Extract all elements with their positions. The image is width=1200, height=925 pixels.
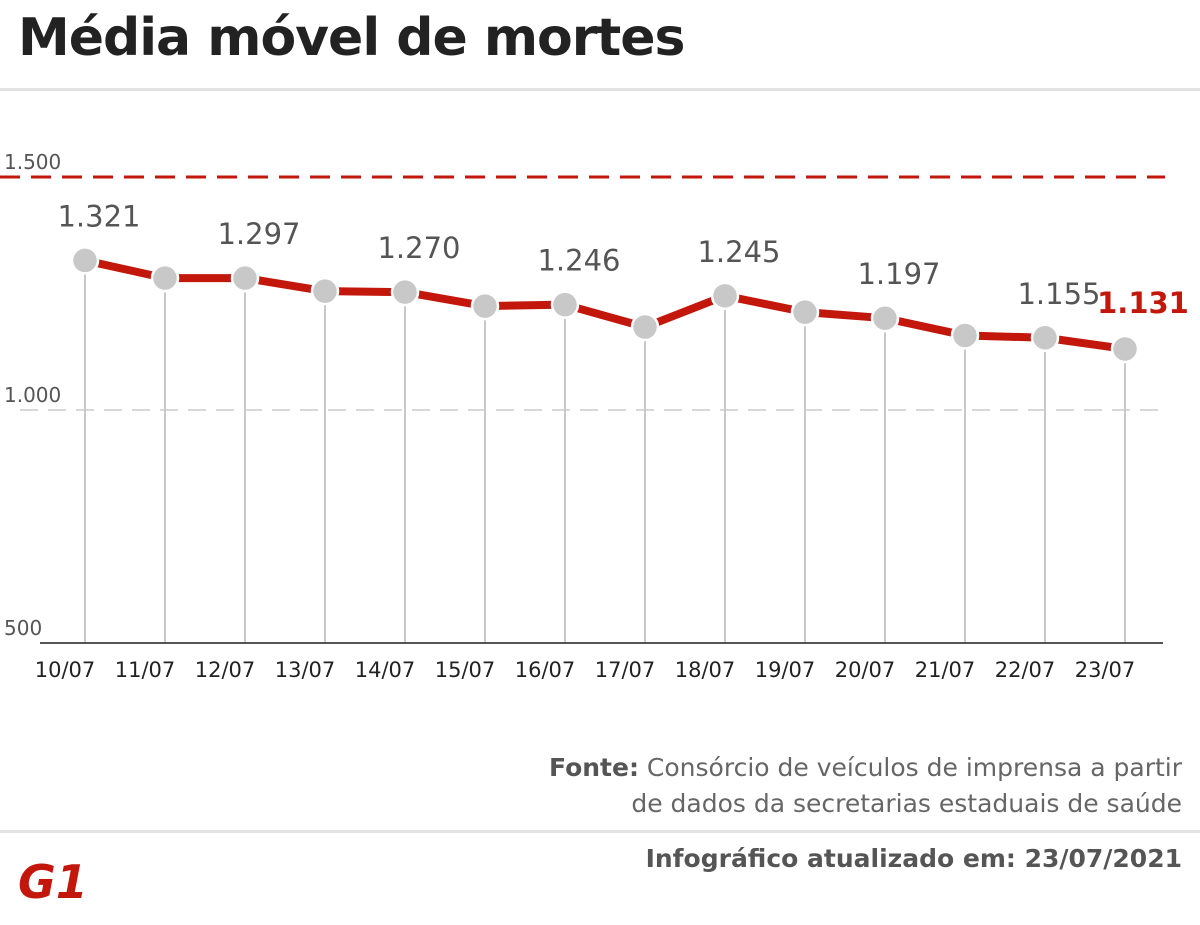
source-note: Fonte: Consórcio de veículos de imprensa… bbox=[549, 750, 1182, 822]
x-tick-label: 22/07 bbox=[995, 658, 1056, 682]
x-tick-label: 10/07 bbox=[35, 658, 96, 682]
data-point bbox=[710, 281, 740, 311]
data-label: 1.270 bbox=[377, 231, 460, 265]
data-point bbox=[630, 312, 660, 342]
data-point bbox=[310, 276, 340, 306]
data-point bbox=[870, 303, 900, 333]
bottom-divider bbox=[0, 830, 1200, 833]
x-tick-label: 13/07 bbox=[275, 658, 336, 682]
data-label: 1.297 bbox=[217, 217, 300, 251]
source-line-1: Consórcio de veículos de imprensa a part… bbox=[646, 753, 1182, 782]
data-label: 1.246 bbox=[537, 244, 620, 278]
data-point bbox=[950, 321, 980, 350]
y-tick-label: 1.500 bbox=[4, 150, 61, 174]
x-tick-label: 16/07 bbox=[515, 658, 576, 682]
line-chart: 500 1.000 1.500 10/07 11/07 12/07 13/07 14/07 15… bbox=[0, 150, 1189, 682]
y-tick-label: 500 bbox=[4, 616, 42, 640]
data-point bbox=[550, 290, 580, 319]
data-point bbox=[390, 277, 420, 307]
g1-logo: G1 bbox=[18, 856, 88, 902]
data-point bbox=[70, 246, 100, 275]
source-line-2: de dados da secretarias estaduais de saú… bbox=[631, 789, 1182, 818]
x-tick-label: 14/07 bbox=[355, 658, 416, 682]
x-tick-label: 21/07 bbox=[915, 658, 976, 682]
latest-value-label: 1.131 bbox=[1097, 286, 1189, 320]
x-tick-label: 15/07 bbox=[435, 658, 496, 682]
x-tick-label: 17/07 bbox=[595, 658, 656, 682]
data-point bbox=[230, 263, 260, 293]
update-note: Infográfico atualizado em: 23/07/2021 bbox=[645, 844, 1182, 873]
source-label: Fonte: bbox=[549, 753, 639, 782]
x-tick-label: 18/07 bbox=[675, 658, 736, 682]
x-tick-label: 12/07 bbox=[195, 658, 256, 682]
data-point bbox=[150, 263, 180, 293]
data-label: 1.245 bbox=[697, 235, 780, 269]
g1-logo-text: G1 bbox=[18, 856, 88, 902]
x-tick-label: 20/07 bbox=[835, 658, 896, 682]
data-label: 1.155 bbox=[1017, 277, 1100, 311]
x-tick-label: 11/07 bbox=[115, 658, 176, 682]
data-point bbox=[1110, 334, 1140, 364]
data-point bbox=[470, 291, 500, 321]
y-tick-label: 1.000 bbox=[4, 383, 61, 407]
data-point bbox=[1030, 323, 1060, 353]
data-label: 1.197 bbox=[857, 257, 940, 291]
data-point bbox=[790, 297, 820, 327]
x-tick-label: 23/07 bbox=[1075, 658, 1136, 682]
x-tick-label: 19/07 bbox=[755, 658, 816, 682]
top-divider bbox=[0, 88, 1200, 91]
chart-title: Média móvel de mortes bbox=[18, 8, 685, 68]
data-label: 1.321 bbox=[57, 199, 140, 233]
